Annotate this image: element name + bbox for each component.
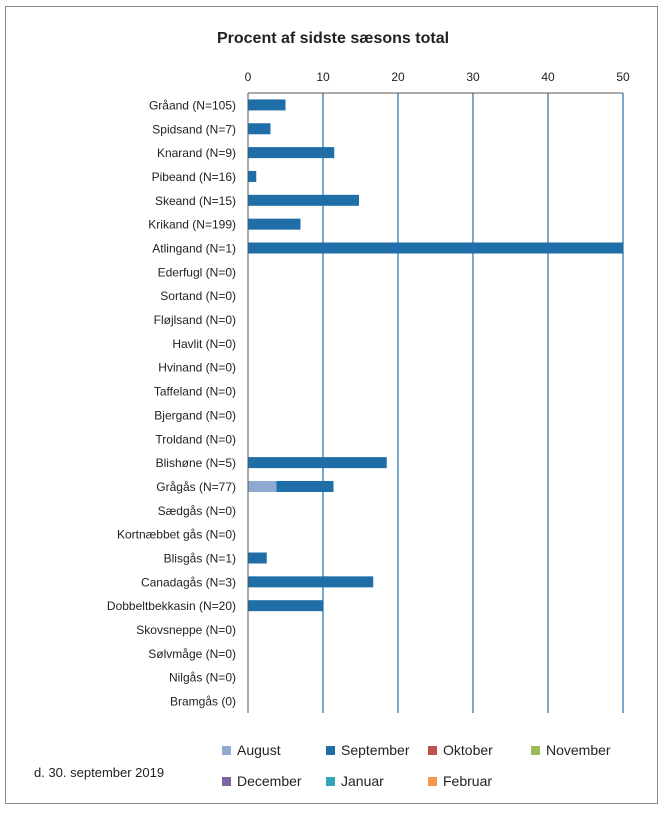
category-label: Canadagås (N=3): [141, 575, 236, 589]
category-label: Pibeand (N=16): [152, 170, 236, 184]
legend-label: September: [341, 742, 410, 758]
category-label: Grågås (N=77): [156, 480, 236, 494]
legend-swatch: [326, 777, 335, 786]
category-label: Spidsand (N=7): [152, 122, 236, 136]
bar: [248, 123, 271, 135]
legend-item: Februar: [428, 773, 492, 789]
legend-label: December: [237, 773, 302, 789]
x-tick-label: 20: [391, 70, 405, 84]
category-label: Dobbeltbekkasin (N=20): [107, 599, 236, 613]
category-label: Krikand (N=199): [148, 218, 236, 232]
category-label: Knarand (N=9): [157, 146, 236, 160]
legend-label: August: [237, 742, 281, 758]
x-tick-label: 10: [316, 70, 330, 84]
legend-swatch: [326, 746, 335, 755]
category-label: Sædgås (N=0): [158, 504, 236, 518]
x-tick-label: 40: [541, 70, 555, 84]
legend-label: Oktober: [443, 742, 493, 758]
category-label: Bjergand (N=0): [154, 408, 236, 422]
category-label: Skovsneppe (N=0): [136, 623, 236, 637]
x-tick-label: 30: [466, 70, 480, 84]
legend-swatch: [222, 777, 231, 786]
category-label: Kortnæbbet gås (N=0): [117, 528, 236, 542]
category-label: Hvinand (N=0): [158, 361, 236, 375]
legend-item: December: [222, 773, 302, 789]
legend-swatch: [222, 746, 231, 755]
bar: [248, 218, 301, 230]
chart-frame: [5, 6, 658, 804]
bar: [248, 147, 335, 159]
bar: [248, 99, 286, 111]
bar: [248, 552, 267, 564]
chart-title: Procent af sidste sæsons total: [216, 30, 450, 47]
legend-swatch: [428, 777, 437, 786]
legend-item: November: [531, 742, 611, 758]
legend-item: August: [222, 742, 281, 758]
category-label: Ederfugl (N=0): [158, 265, 236, 279]
category-label: Taffeland (N=0): [154, 385, 236, 399]
bar: [248, 457, 387, 469]
bar: [276, 480, 334, 492]
legend-swatch: [531, 746, 540, 755]
bar: [248, 480, 277, 492]
category-label: Sølvmåge (N=0): [148, 647, 236, 661]
category-label: Troldand (N=0): [155, 432, 236, 446]
legend-label: Januar: [341, 773, 384, 789]
legend-item: Januar: [326, 773, 384, 789]
bar: [248, 600, 323, 612]
legend-label: November: [546, 742, 611, 758]
bar: [248, 576, 374, 588]
bar: [248, 194, 359, 206]
category-label: Blisgås (N=1): [164, 552, 236, 566]
x-tick-label: 50: [616, 70, 630, 84]
category-label: Atlingand (N=1): [152, 242, 236, 256]
category-label: Sortand (N=0): [160, 289, 236, 303]
legend-item: September: [326, 742, 409, 758]
category-label: Nilgås (N=0): [169, 671, 236, 685]
legend-item: Oktober: [428, 742, 493, 758]
legend-label: Februar: [443, 773, 493, 789]
category-label: Gråand (N=105): [149, 98, 236, 112]
legend-swatch: [428, 746, 437, 755]
category-label: Blishøne (N=5): [156, 456, 236, 470]
date-stamp: d. 30. september 2019: [34, 765, 165, 780]
category-label: Havlit (N=0): [172, 337, 236, 351]
category-label: Bramgås (0): [170, 695, 236, 709]
category-label: Skeand (N=15): [155, 194, 236, 208]
bar: [248, 242, 623, 254]
category-label: Fløjlsand (N=0): [154, 313, 236, 327]
bar: [248, 170, 257, 182]
x-tick-label: 0: [245, 70, 252, 84]
